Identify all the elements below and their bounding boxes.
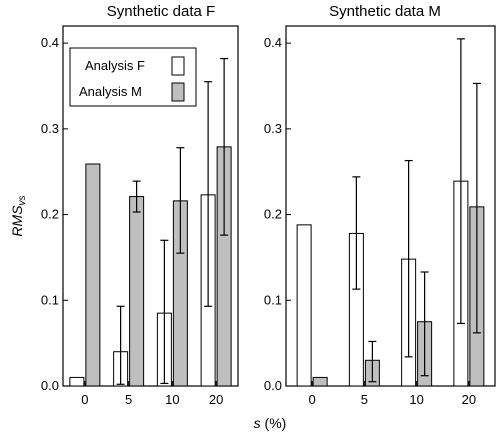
x-tick-label: 10 [165, 392, 179, 407]
y-tick-label: 0.3 [41, 121, 59, 136]
legend: Analysis F Analysis M [69, 47, 197, 107]
x-axis-label-unit: (%) [261, 415, 287, 431]
y-tick-label: 0.4 [41, 35, 59, 50]
y-tick-label: 0.1 [41, 292, 59, 307]
x-tick-label: 5 [125, 392, 132, 407]
plot-frame [62, 25, 239, 387]
bar-analysis-f [296, 224, 312, 387]
y-tick-label: 0.1 [264, 292, 282, 307]
panel-title-synthetic-m: Synthetic data M [329, 3, 441, 20]
legend-swatch-analysis-m [171, 82, 185, 102]
x-tick-label: 5 [361, 392, 368, 407]
x-tick-label: 20 [462, 392, 476, 407]
y-axis-label: RMSvs [9, 195, 28, 236]
legend-swatch-analysis-f [171, 56, 185, 76]
x-axis-label-var: s [254, 415, 261, 431]
legend-label-analysis-f: Analysis F [85, 58, 145, 73]
x-tick-label: 10 [409, 392, 423, 407]
x-tick-label: 20 [209, 392, 223, 407]
panel-synthetic-f: 0.0 0.1 0.2 0.3 0.4 0 5 10 20 [41, 25, 239, 407]
y-tick-label: 0.3 [264, 121, 282, 136]
x-axis-label: s (%) [254, 415, 287, 431]
y-tick-label: 0.2 [264, 207, 282, 222]
y-tick-label: 0.4 [264, 35, 282, 50]
plot-frame [285, 25, 496, 387]
y-tick-label: 0.0 [41, 378, 59, 393]
y-tick-label: 0.2 [41, 207, 59, 222]
bar-analysis-m [85, 163, 101, 387]
bar-analysis-m [129, 196, 145, 387]
legend-label-analysis-m: Analysis M [79, 84, 142, 99]
y-axis-label-main: RMS [9, 205, 25, 237]
panel-title-synthetic-f: Synthetic data F [107, 3, 215, 20]
x-tick-label: 0 [81, 392, 88, 407]
y-tick-label: 0.0 [264, 378, 282, 393]
bar-analysis-f [69, 376, 85, 387]
panel-synthetic-m: 0.0 0.1 0.2 0.3 0.4 0 5 10 20 [264, 25, 496, 407]
bar-analysis-m [312, 376, 328, 387]
y-axis-label-subscript: vs [17, 195, 28, 205]
x-tick-label: 0 [309, 392, 316, 407]
